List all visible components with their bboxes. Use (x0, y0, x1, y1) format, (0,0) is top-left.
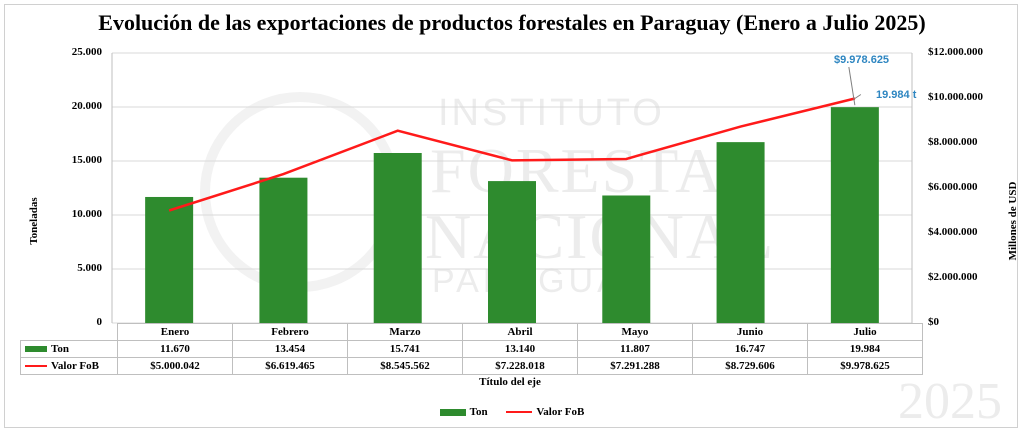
category-label: Mayo (577, 323, 693, 341)
y-tick-label-right: $2.000.000 (928, 271, 978, 283)
legend-item-fob: Valor FoB (506, 406, 584, 418)
annotation-connector (848, 66, 856, 106)
series-name-fob: Valor FoB (51, 360, 99, 372)
fob-value: $8.729.606 (692, 357, 808, 375)
annotation-last-ton: 19.984 t (876, 89, 917, 101)
bar (488, 181, 536, 323)
line-series-valor-fob (168, 97, 856, 212)
data-table-rowhead-ton: Ton (20, 340, 118, 358)
ton-value: 16.747 (692, 340, 808, 358)
data-table: Enero Febrero Marzo Abril Mayo Junio Jul… (20, 323, 923, 375)
ton-value: 19.984 (807, 340, 923, 358)
y-tick-label-right: $12.000.000 (928, 46, 983, 58)
y-tick-label-left: 20.000 (71, 100, 102, 112)
y-tick-label-left: 0 (96, 316, 103, 328)
category-label: Abril (462, 323, 578, 341)
x-axis-label: Título del eje (479, 376, 541, 388)
category-label: Febrero (232, 323, 348, 341)
chart-title: Evolución de las exportaciones de produc… (98, 10, 926, 35)
y-tick-label-left: 15.000 (71, 154, 102, 166)
y-tick-label-right: $4.000.000 (928, 226, 978, 238)
y-tick-label-left: 25.000 (71, 46, 102, 58)
data-table-corner (20, 323, 118, 341)
watermark-year: 2025 (898, 373, 1002, 430)
y-tick-label-right: $6.000.000 (928, 181, 978, 193)
fob-value: $5.000.042 (117, 357, 233, 375)
fob-value: $9.978.625 (807, 357, 923, 375)
chart-frame (4, 4, 1018, 428)
ton-value: 13.140 (462, 340, 578, 358)
legend: Ton Valor FoB (0, 406, 1024, 418)
category-label: Junio (692, 323, 808, 341)
y-tick-label-right: $8.000.000 (928, 136, 978, 148)
data-table-row-fob: Valor FoB $5.000.042 $6.619.465 $8.545.5… (20, 357, 923, 375)
bar-legend-key (25, 346, 47, 353)
data-table-row-ton: Ton 11.670 13.454 15.741 13.140 11.807 1… (20, 340, 923, 358)
y-tick-label-right: $0 (928, 316, 939, 328)
annotation-connector (854, 94, 862, 99)
legend-key-line (506, 411, 533, 414)
ton-value: 15.741 (347, 340, 463, 358)
y-tick-label-right: $10.000.000 (928, 91, 983, 103)
category-label: Marzo (347, 323, 463, 341)
category-label: Enero (117, 323, 233, 341)
fob-value: $7.291.288 (577, 357, 693, 375)
ton-value: 11.807 (577, 340, 693, 358)
annotation-last-usd: $9.978.625 (834, 54, 890, 66)
fob-value: $6.619.465 (232, 357, 348, 375)
series-name-ton: Ton (51, 343, 69, 355)
fob-value: $7.228.018 (462, 357, 578, 375)
y-tick-label-left: 10.000 (71, 208, 102, 220)
data-table-header-row: Enero Febrero Marzo Abril Mayo Junio Jul… (20, 323, 923, 341)
fob-value: $8.545.562 (347, 357, 463, 375)
bar (716, 142, 765, 323)
legend-label-fob: Valor FoB (536, 406, 585, 418)
bar (259, 177, 308, 323)
bar (145, 196, 194, 323)
line-legend-key (25, 365, 47, 368)
y-tick-label-left: 5.000 (77, 262, 102, 274)
ton-value: 13.454 (232, 340, 348, 358)
legend-label-ton: Ton (469, 406, 488, 418)
bar (373, 152, 422, 323)
category-label: Julio (807, 323, 923, 341)
legend-item-ton: Ton (439, 406, 488, 418)
bar (602, 195, 651, 323)
bar (830, 107, 879, 324)
legend-key-bar (439, 408, 466, 416)
ton-value: 11.670 (117, 340, 233, 358)
data-table-rowhead-fob: Valor FoB (20, 357, 118, 375)
y-axis-label-left: Toneladas (28, 197, 40, 245)
